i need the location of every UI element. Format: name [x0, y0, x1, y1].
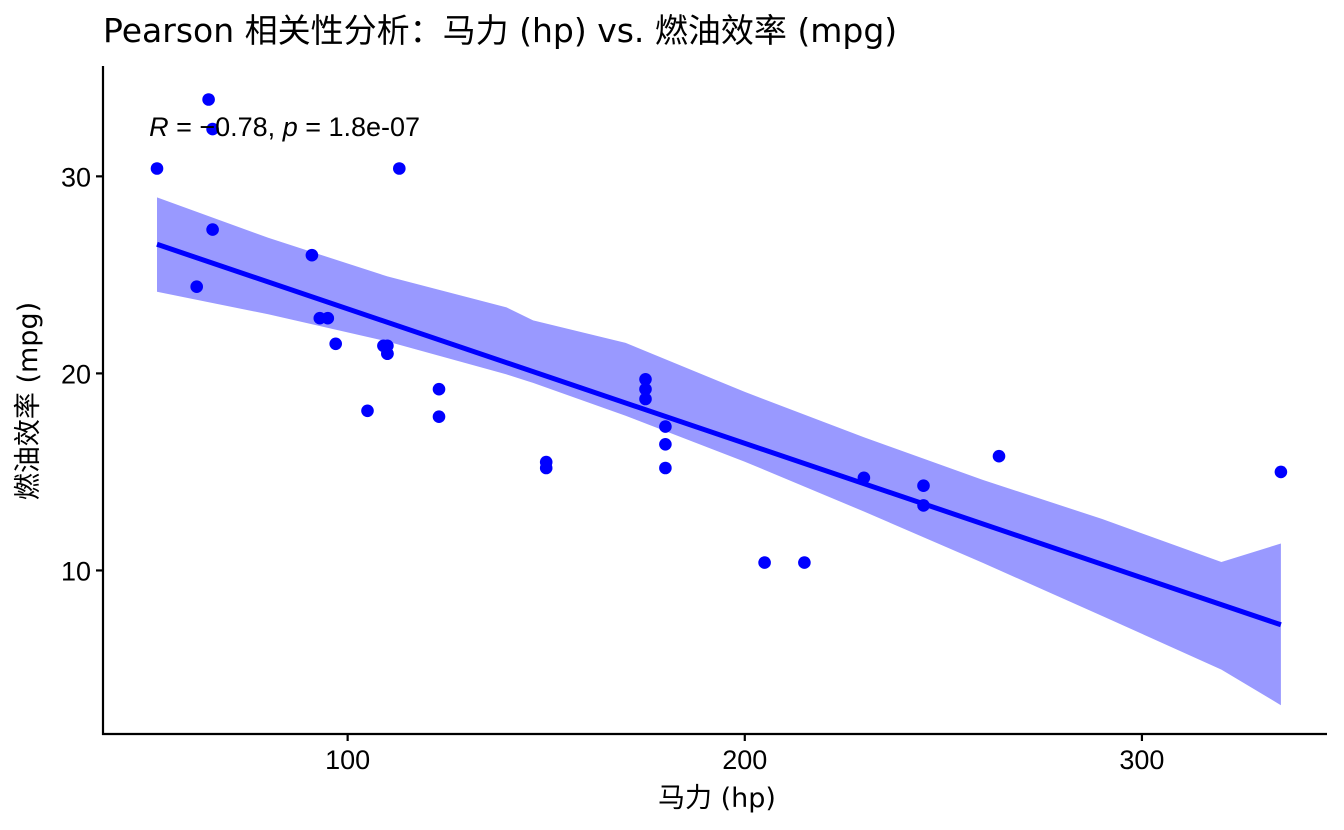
correlation-annotation: R = −0.78, p = 1.8e-07 — [149, 112, 420, 142]
data-point — [917, 479, 930, 493]
data-point — [639, 373, 652, 386]
data-point — [393, 162, 406, 175]
data-point — [639, 392, 652, 406]
data-point — [202, 93, 215, 106]
data-point — [1274, 465, 1288, 479]
confidence-band — [157, 197, 1281, 706]
data-point — [190, 280, 203, 294]
data-point — [150, 162, 164, 175]
data-point — [329, 337, 343, 351]
data-point — [432, 410, 446, 424]
x-axis-title: 马力 (hp) — [658, 783, 776, 814]
data-point — [857, 471, 871, 485]
x-tick-label: 200 — [722, 745, 767, 775]
y-tick-label: 20 — [61, 359, 91, 389]
p-value-text: = 1.8e-07 — [298, 112, 420, 142]
data-point — [917, 499, 930, 512]
r-value-text: = −0.78, — [169, 112, 283, 142]
r-symbol: R — [149, 112, 169, 142]
data-point — [206, 223, 219, 236]
plot-area — [150, 93, 1288, 706]
y-axis-ticks: 10 20 30 — [61, 162, 103, 586]
data-point — [321, 311, 335, 325]
data-point — [432, 382, 446, 396]
p-symbol: p — [282, 112, 298, 142]
data-point — [539, 461, 553, 475]
data-point — [361, 404, 374, 418]
chart-title: Pearson 相关性分析：马力 (hp) vs. 燃油效率 (mpg) — [103, 11, 897, 50]
data-point — [377, 339, 390, 353]
data-point — [659, 420, 672, 433]
x-tick-label: 100 — [325, 745, 370, 775]
axes: 100 200 300 10 20 30 — [61, 66, 1327, 775]
x-tick-label: 300 — [1119, 745, 1164, 775]
data-point — [992, 449, 1006, 463]
y-tick-label: 10 — [61, 556, 91, 586]
y-tick-label: 30 — [61, 162, 91, 192]
data-point — [639, 382, 652, 396]
data-point — [305, 248, 319, 262]
x-axis-ticks: 100 200 300 — [325, 734, 1164, 775]
data-point — [659, 461, 672, 475]
data-points — [150, 93, 1288, 569]
data-point — [798, 556, 811, 569]
data-point — [659, 438, 672, 451]
data-point — [758, 556, 771, 569]
data-point — [206, 122, 219, 136]
regression-line — [156, 241, 1282, 628]
y-axis-title: 燃油效率 (mpg) — [13, 302, 44, 500]
